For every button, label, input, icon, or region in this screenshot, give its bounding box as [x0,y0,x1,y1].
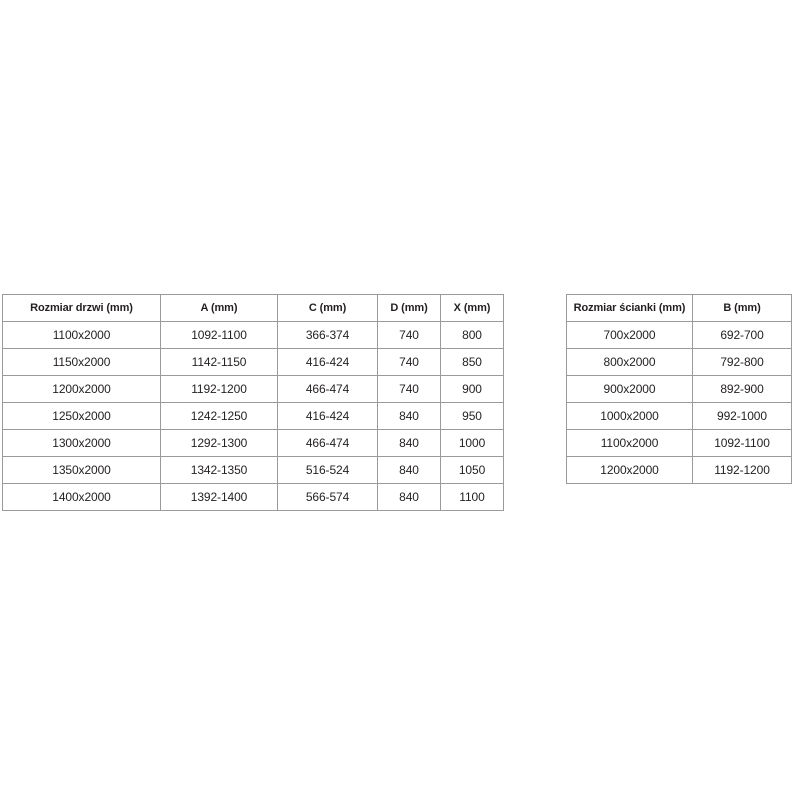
cell-a: 1342-1350 [160,456,278,484]
cell-a: 1392-1400 [160,483,278,511]
table-row: 1250x2000 1242-1250 416-424 840 950 [2,402,504,430]
cell-door-size: 1150x2000 [2,348,161,376]
cell-door-size: 1300x2000 [2,429,161,457]
table-row: 1400x2000 1392-1400 566-574 840 1100 [2,483,504,511]
cell-a: 1292-1300 [160,429,278,457]
cell-x: 800 [440,321,504,349]
table-row: 800x2000 792-800 [566,348,792,376]
table-row: 1200x2000 1192-1200 466-474 740 900 [2,375,504,403]
table-row: 900x2000 892-900 [566,375,792,403]
column-header-wall-size: Rozmiar ścianki (mm) [566,294,693,322]
table-row: 1100x2000 1092-1100 366-374 740 800 [2,321,504,349]
cell-c: 466-474 [277,429,378,457]
cell-wall-size: 700x2000 [566,321,693,349]
table-row: 700x2000 692-700 [566,321,792,349]
cell-c: 466-474 [277,375,378,403]
cell-c: 416-424 [277,348,378,376]
table-row: 1100x2000 1092-1100 [566,429,792,457]
cell-b: 892-900 [692,375,792,403]
table-row: 1300x2000 1292-1300 466-474 840 1000 [2,429,504,457]
cell-door-size: 1250x2000 [2,402,161,430]
cell-x: 850 [440,348,504,376]
cell-c: 516-524 [277,456,378,484]
cell-x: 1100 [440,483,504,511]
table-row: 1350x2000 1342-1350 516-524 840 1050 [2,456,504,484]
cell-x: 1000 [440,429,504,457]
cell-a: 1092-1100 [160,321,278,349]
column-header-d: D (mm) [377,294,441,322]
cell-c: 416-424 [277,402,378,430]
cell-b: 692-700 [692,321,792,349]
cell-c: 566-574 [277,483,378,511]
cell-wall-size: 1100x2000 [566,429,693,457]
column-header-door-size: Rozmiar drzwi (mm) [2,294,161,322]
cell-wall-size: 1200x2000 [566,456,693,484]
column-header-a: A (mm) [160,294,278,322]
cell-d: 840 [377,429,441,457]
cell-a: 1142-1150 [160,348,278,376]
table-row: 1150x2000 1142-1150 416-424 740 850 [2,348,504,376]
cell-b: 992-1000 [692,402,792,430]
column-header-x: X (mm) [440,294,504,322]
table-row: 1000x2000 992-1000 [566,402,792,430]
cell-d: 840 [377,483,441,511]
column-header-c: C (mm) [277,294,378,322]
cell-door-size: 1100x2000 [2,321,161,349]
table-header-row: Rozmiar ścianki (mm) B (mm) [566,294,792,322]
cell-d: 840 [377,402,441,430]
table-header-row: Rozmiar drzwi (mm) A (mm) C (mm) D (mm) … [2,294,504,322]
cell-wall-size: 900x2000 [566,375,693,403]
table-row: 1200x2000 1192-1200 [566,456,792,484]
cell-b: 1192-1200 [692,456,792,484]
cell-b: 792-800 [692,348,792,376]
cell-a: 1192-1200 [160,375,278,403]
cell-x: 900 [440,375,504,403]
cell-door-size: 1200x2000 [2,375,161,403]
cell-d: 740 [377,375,441,403]
cell-door-size: 1400x2000 [2,483,161,511]
cell-wall-size: 1000x2000 [566,402,693,430]
cell-x: 950 [440,402,504,430]
cell-b: 1092-1100 [692,429,792,457]
cell-d: 740 [377,321,441,349]
cell-c: 366-374 [277,321,378,349]
column-header-b: B (mm) [692,294,792,322]
cell-d: 840 [377,456,441,484]
cell-door-size: 1350x2000 [2,456,161,484]
door-size-specification-table: Rozmiar drzwi (mm) A (mm) C (mm) D (mm) … [2,294,504,511]
cell-d: 740 [377,348,441,376]
cell-x: 1050 [440,456,504,484]
wall-panel-size-specification-table: Rozmiar ścianki (mm) B (mm) 700x2000 692… [566,294,792,484]
cell-wall-size: 800x2000 [566,348,693,376]
cell-a: 1242-1250 [160,402,278,430]
